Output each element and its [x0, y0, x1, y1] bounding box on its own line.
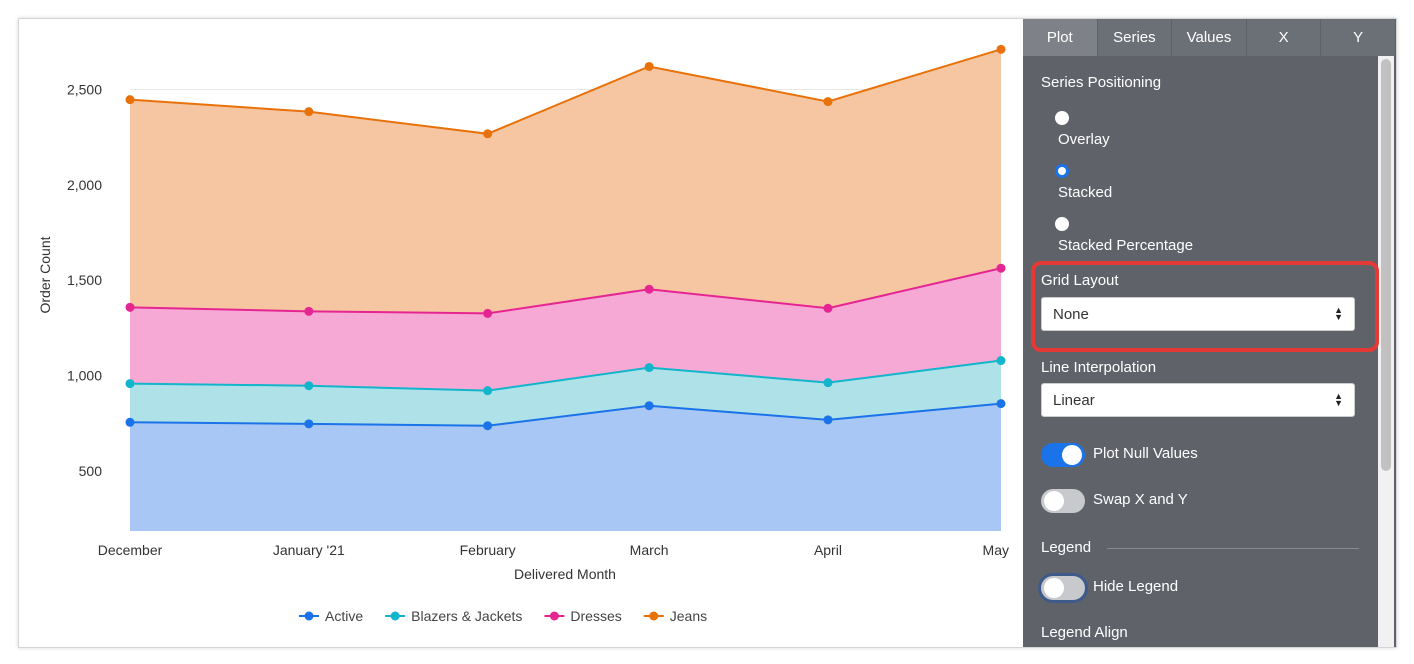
swap-xy-toggle[interactable] [1041, 489, 1085, 513]
area-jeans [130, 49, 1001, 314]
point-jeans [304, 107, 314, 117]
select-arrows-icon: ▲ ▼ [1334, 305, 1343, 322]
grid-layout-highlight [1031, 261, 1379, 352]
point-dresses [125, 302, 135, 312]
x-tick-label: January '21 [273, 542, 345, 558]
tab-values[interactable]: Values [1172, 19, 1247, 56]
tab-x[interactable]: X [1247, 19, 1322, 56]
hide-legend-label: Hide Legend [1093, 578, 1179, 595]
y-tick-label: 2,500 [67, 82, 102, 98]
legend-item: Dresses [570, 608, 621, 624]
y-tick-label: 1,000 [67, 368, 102, 384]
tab-y[interactable]: Y [1321, 19, 1396, 56]
x-tick-label: May [983, 542, 1009, 558]
point-jeans [644, 61, 654, 71]
point-active [483, 421, 493, 431]
point-dresses [823, 303, 833, 313]
legend-item: Blazers & Jackets [411, 608, 522, 624]
point-blazers-jackets [125, 379, 135, 389]
swap-xy-label: Swap X and Y [1093, 491, 1188, 508]
point-active [125, 417, 135, 427]
stacked-area-chart: 500 1,000 1,500 2,000 2,500 December January '… [37, 44, 1009, 624]
legend-align-label: Legend Align [1041, 624, 1128, 641]
grid-layout-value: None [1053, 305, 1089, 323]
line-active [129, 402, 1002, 427]
point-dresses [483, 308, 493, 318]
y-tick-label: 500 [79, 463, 103, 479]
point-blazers-jackets [996, 356, 1006, 366]
panel-tabs: Plot Series Values X Y [1023, 19, 1396, 56]
point-active [996, 399, 1006, 409]
legend-marker [549, 611, 559, 621]
point-dresses [644, 284, 654, 294]
line-blazers-jackets [129, 359, 1002, 392]
line-dresses [129, 267, 1002, 315]
scrollbar-thumb[interactable] [1381, 59, 1391, 471]
plot-null-values-toggle[interactable] [1041, 443, 1085, 467]
point-jeans [483, 129, 493, 139]
radio-stacked-percentage-label: Stacked Percentage [1058, 237, 1194, 254]
line-interpolation-value: Linear [1053, 391, 1095, 409]
grid-layout-select[interactable]: None ▲ ▼ [1041, 297, 1355, 331]
point-dresses [304, 306, 314, 316]
legend-section-label: Legend [1041, 539, 1092, 556]
point-blazers-jackets [823, 378, 833, 388]
visualization-editor: 500 1,000 1,500 2,000 2,500 December January '… [18, 18, 1397, 648]
point-dresses [996, 263, 1006, 273]
x-tick-label: March [630, 542, 669, 558]
y-axis-title: Order Count [37, 236, 53, 313]
y-tick-label: 2,000 [67, 177, 102, 193]
tab-plot[interactable]: Plot [1023, 19, 1098, 56]
point-active [644, 401, 654, 411]
legend-item: Jeans [670, 608, 707, 624]
select-arrows-icon: ▲ ▼ [1334, 391, 1343, 408]
x-tick-label: February [460, 542, 516, 558]
y-tick-label: 1,500 [67, 272, 102, 288]
line-interpolation-select[interactable]: Linear ▲ ▼ [1041, 383, 1355, 417]
radio-stacked-percentage[interactable] [1055, 217, 1069, 231]
area-blazers-jackets [130, 360, 1001, 426]
radio-stacked-label: Stacked [1058, 184, 1113, 201]
settings-panel: Plot Series Values X Y Series Positionin… [1023, 19, 1396, 647]
legend-marker [649, 611, 659, 621]
point-blazers-jackets [304, 381, 314, 391]
point-active [304, 419, 314, 429]
radio-overlay-label: Overlay [1058, 131, 1110, 148]
legend-item: Active [325, 608, 363, 624]
point-active [823, 415, 833, 425]
legend-marker [390, 611, 400, 621]
point-blazers-jackets [483, 386, 493, 396]
area-dresses [130, 268, 1001, 391]
plot-null-values-label: Plot Null Values [1093, 445, 1198, 462]
tab-series[interactable]: Series [1098, 19, 1173, 56]
point-blazers-jackets [644, 363, 654, 373]
scrollbar[interactable] [1378, 56, 1394, 647]
radio-stacked[interactable] [1055, 164, 1069, 178]
point-jeans [125, 95, 135, 105]
line-jeans [129, 48, 1002, 135]
line-interpolation-label: Line Interpolation [1041, 359, 1157, 376]
series-positioning-label: Series Positioning [1041, 74, 1162, 91]
point-jeans [823, 97, 833, 107]
area-active [130, 403, 1001, 531]
point-jeans [996, 44, 1006, 54]
x-tick-label: April [814, 542, 842, 558]
legend-divider [1107, 548, 1359, 549]
grid-layout-label: Grid Layout [1041, 272, 1119, 289]
x-axis-title: Delivered Month [514, 566, 616, 582]
legend-marker [304, 611, 314, 621]
x-tick-label: December [98, 542, 163, 558]
radio-overlay[interactable] [1055, 111, 1069, 125]
hide-legend-toggle[interactable] [1041, 576, 1085, 600]
